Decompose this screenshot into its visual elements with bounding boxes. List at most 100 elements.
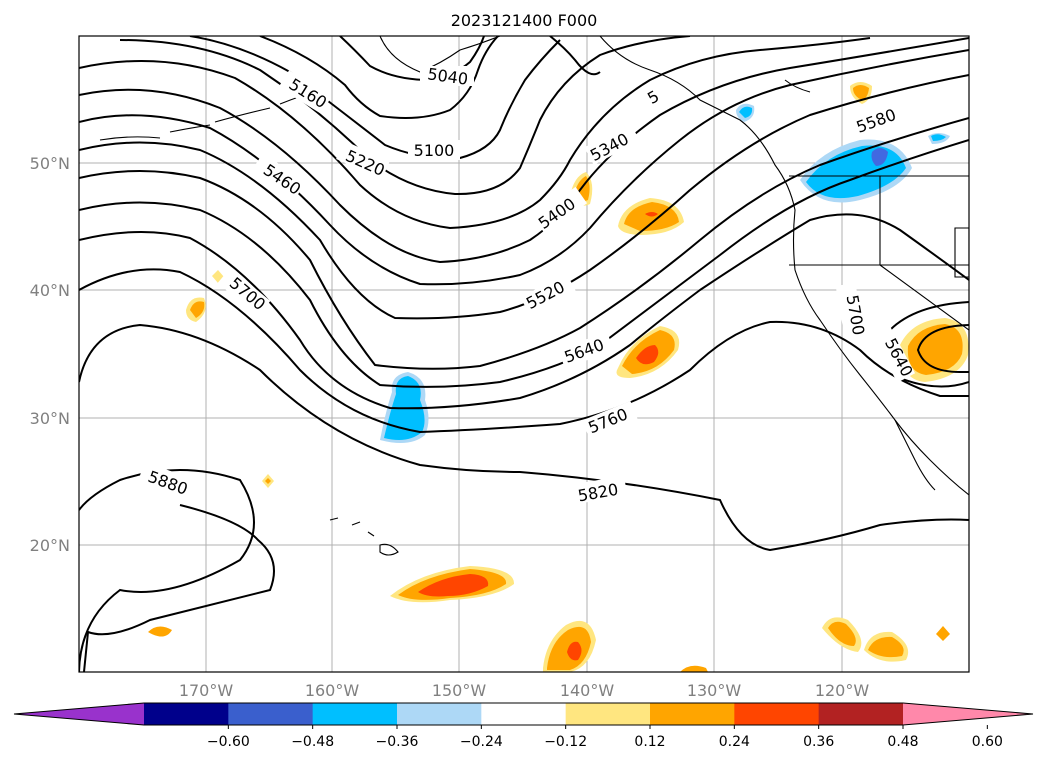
longitude-labels: 170°W 160°W 150°W 140°W 130°W 120°W (179, 681, 870, 700)
map-title: 2023121400 F000 (451, 11, 598, 30)
shade-blob-w-1-core (265, 478, 271, 484)
colorbar-extend-min (14, 703, 144, 725)
coastlines (99, 36, 969, 556)
contour-5880 (79, 469, 255, 672)
colorbar-tick-label: −0.60 (207, 734, 250, 750)
contour-label-bg (138, 461, 194, 499)
contour-5160 (189, 36, 561, 160)
contour-5580 (79, 117, 969, 370)
shaded-fields (148, 82, 969, 672)
colorbar-segment (144, 703, 229, 725)
coastline-north-america (599, 36, 969, 496)
contour-label-bg (835, 282, 865, 338)
contour-5520 (79, 74, 969, 320)
shade-blob-35n-core (636, 345, 659, 365)
shade-blob-hawaii-core (418, 574, 489, 597)
shade-blob-bottom-130w (680, 665, 708, 672)
colorbar-outline (13, 702, 1034, 726)
contour-label-bg (570, 475, 628, 505)
colorbar-tick-label: −0.12 (544, 734, 587, 750)
colorbar-tick-label: −0.36 (376, 734, 419, 750)
shade-blob-south-140w-core (567, 641, 582, 661)
shade-blob-se-1-mid (828, 621, 856, 646)
contour-label-bg (532, 186, 588, 234)
contour-5700 (79, 213, 969, 410)
shade-blob-45n-core (645, 212, 658, 217)
lon-label: 160°W (305, 681, 360, 700)
colorbar-tick-label: 0.60 (972, 734, 1003, 750)
contour-label: 5520 (523, 277, 568, 313)
shade-blob-w-2-mid (190, 301, 205, 318)
contour-5580-low (916, 324, 969, 373)
colorbar-tick-label: −0.48 (291, 734, 334, 750)
coastline-bc-islands (784, 79, 811, 93)
contour-label: 5580 (854, 105, 899, 137)
colorbar-extend-max (903, 703, 1033, 725)
contour-label: 5760 (586, 404, 631, 437)
political-borders (789, 175, 969, 331)
contour-label-bg (278, 70, 332, 114)
shade-blue-bc-core (739, 106, 753, 118)
lat-label: 40°N (30, 281, 70, 300)
lon-label: 120°W (815, 681, 870, 700)
contour-label: 5160 (286, 74, 331, 112)
contour-label: 5880 (146, 467, 191, 499)
contour-label-bg (582, 400, 638, 440)
contour-label: 5100 (414, 141, 455, 160)
lon-label: 130°W (687, 681, 742, 700)
contour-label: 5 (644, 86, 662, 108)
coastline-great-lake (954, 227, 969, 278)
lon-label: 170°W (179, 681, 234, 700)
contour-5880-b (83, 504, 275, 672)
contour-label-bg (520, 272, 576, 316)
map-frame (78, 35, 970, 673)
coastline-baja (894, 419, 936, 491)
contour-label-bg (420, 66, 474, 86)
colorbar-tick-label: 0.12 (634, 734, 665, 750)
contour-5100 (259, 36, 499, 119)
lon-label: 150°W (432, 681, 487, 700)
contour-5220 (119, 36, 691, 196)
colorbar-segment (565, 703, 651, 725)
contour-label-bg (558, 331, 614, 369)
coastline-hawaii (329, 517, 399, 556)
shade-blob-se-2-mid (868, 636, 904, 658)
contour-5640 (79, 139, 969, 388)
colorbar: −0.60 −0.48 −0.36 −0.24 −0.12 0.12 0.24 0.36 0.4… (13, 702, 1034, 750)
contour-label-bg (251, 153, 307, 199)
colorbar-tick-label: −0.24 (460, 734, 503, 750)
colorbar-tick-label: 0.36 (803, 734, 834, 750)
contour-5820 (79, 323, 969, 552)
shade-blue-nw-center (871, 148, 888, 166)
colorbar-segment (481, 703, 567, 725)
latitude-labels: 50°N 40°N 30°N 20°N (30, 154, 70, 555)
contour-label-bg (336, 140, 390, 180)
contour-label-bg (217, 267, 271, 317)
shade-blob-se-3 (936, 626, 950, 641)
colorbar-segment (734, 703, 820, 725)
colorbar-segment (397, 703, 482, 725)
shade-blob-45n-mid (624, 202, 679, 231)
contour-label-bg (872, 327, 916, 383)
colorbar-tick-label: 0.48 (887, 734, 918, 750)
lat-label: 30°N (30, 409, 70, 428)
contour-5400 (79, 37, 969, 264)
contour-label: 5640 (562, 335, 607, 367)
coastline-aleutians (99, 89, 321, 141)
map-panel: 5040 5160 5100 5220 5340 5460 5400 5580 … (78, 35, 970, 673)
contour-5040-b (549, 36, 601, 76)
colorbar-segment (228, 703, 314, 725)
shade-blob-ne-mid (853, 85, 869, 100)
contour-5760 (79, 268, 969, 434)
contour-label-bg (584, 122, 640, 166)
contour-label-bg (408, 140, 460, 160)
shade-blob-sw (148, 626, 172, 637)
graticule (79, 36, 969, 672)
colorbar-segment (650, 703, 735, 725)
height-contours (79, 36, 969, 672)
contour-5340 (79, 37, 871, 230)
shade-blue-e-core (931, 134, 946, 141)
shade-blob-socal-mid (907, 324, 963, 375)
colorbar-tick-label: 0.24 (719, 734, 750, 750)
colorbar-segment (818, 703, 904, 725)
